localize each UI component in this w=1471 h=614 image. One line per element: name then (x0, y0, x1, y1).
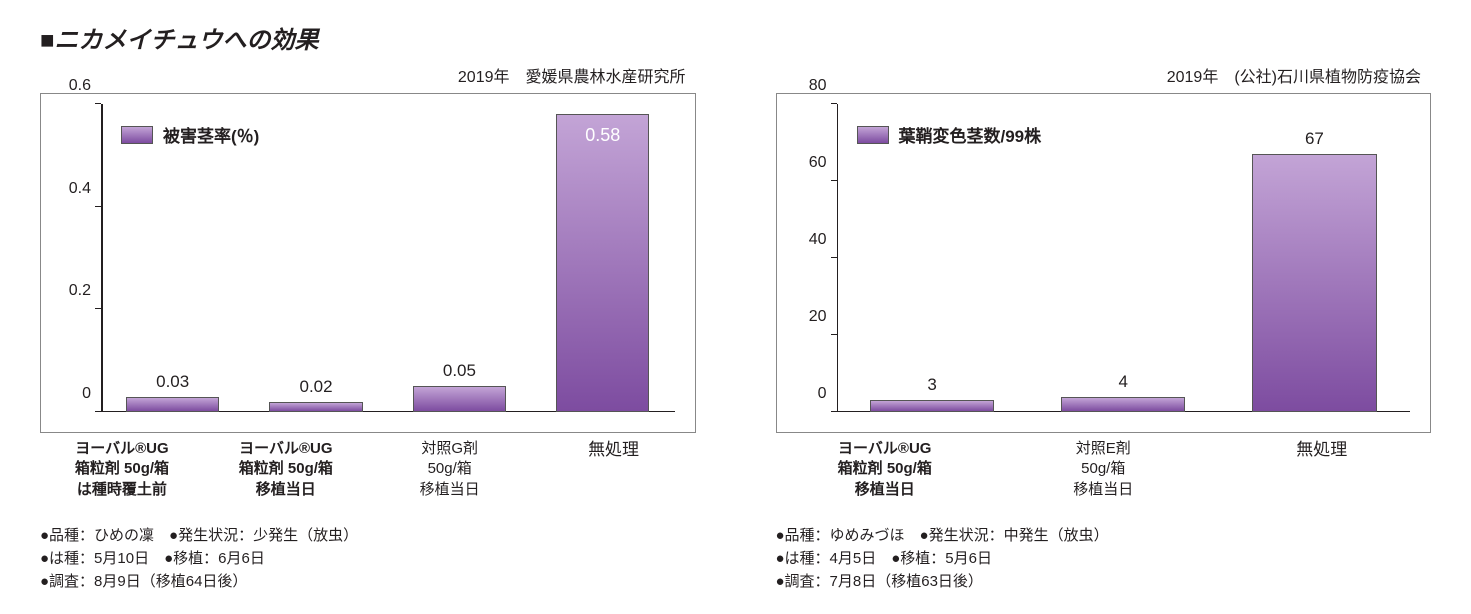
left-legend-label: 被害茎率(％) (163, 122, 259, 147)
y-tick-label: 20 (787, 308, 827, 326)
note-line: ●品種：ひめの凜 ●発生状況：少発生（放虫） (40, 524, 696, 547)
y-tick-label: 0 (787, 385, 827, 403)
left-plot-area: 00.20.40.60.030.020.050.58 (101, 104, 675, 412)
page-title: ■ニカメイチュウへの効果 (40, 20, 1431, 55)
right-notes: ●品種：ゆめみづほ ●発生状況：中発生（放虫）●は種：4月5日 ●移植：5月6日… (776, 524, 1432, 594)
right-plot-area: 0204060803467 (837, 104, 1411, 412)
bar-value-label: 0.58 (557, 125, 648, 146)
y-tick-label: 60 (787, 154, 827, 172)
left-x-labels: ヨーバル®UG 箱粒剤 50g/箱 は種時覆土前ヨーバル®UG 箱粒剤 50g/… (40, 439, 696, 500)
bar-value-label: 0.03 (127, 372, 218, 392)
bar: 0.02 (269, 402, 362, 412)
note-line: ●調査：8月9日（移植64日後） (40, 570, 696, 593)
chart-panels: 2019年 愛媛県農林水産研究所 被害茎率(％) 0 0.2 0.4 0.6 0.03 0… (40, 63, 1431, 594)
right-panel: 2019年 (公社)石川県植物防疫協会 葉鞘変色茎数/99株 0 20 40 60 80… (776, 63, 1432, 594)
y-tick-mark (831, 334, 837, 335)
x-category-label: ヨーバル®UG 箱粒剤 50g/箱 は種時覆土前 (40, 439, 204, 500)
y-tick-mark (95, 206, 101, 207)
left-chart: 被害茎率(％) 00.20.40.60.030.020.050.58 (40, 93, 696, 433)
note-line: ●品種：ゆめみづほ ●発生状況：中発生（放虫） (776, 524, 1432, 547)
note-line: ●は種：4月5日 ●移植：5月6日 (776, 547, 1432, 570)
y-tick-label: 0.6 (51, 77, 91, 95)
right-chart: 葉鞘変色茎数/99株 0204060803467 (776, 93, 1432, 433)
note-line: ●は種：5月10日 ●移植：6月6日 (40, 547, 696, 570)
x-category-label: 対照E剤 50g/箱 移植当日 (994, 439, 1213, 500)
y-tick-label: 80 (787, 77, 827, 95)
x-category-label: 対照G剤 50g/箱 移植当日 (368, 439, 532, 500)
bar-value-label: 4 (1062, 372, 1184, 392)
y-tick-label: 0.4 (51, 180, 91, 198)
bar: 4 (1061, 397, 1185, 412)
right-legend-label: 葉鞘変色茎数/99株 (899, 122, 1042, 147)
right-subtitle: 2019年 (公社)石川県植物防疫協会 (776, 63, 1432, 87)
left-panel: 2019年 愛媛県農林水産研究所 被害茎率(％) 0 0.2 0.4 0.6 0.03 0… (40, 63, 696, 594)
x-category-label: 無処理 (532, 439, 696, 500)
left-legend: 被害茎率(％) (121, 122, 259, 147)
bar: 0.03 (126, 397, 219, 412)
bar-value-label: 67 (1253, 129, 1375, 149)
legend-swatch-icon (121, 126, 153, 144)
bar: 3 (870, 400, 994, 412)
y-axis-line (837, 104, 839, 412)
bar: 67 (1252, 154, 1376, 412)
bar-value-label: 0.02 (270, 377, 361, 397)
note-line: ●調査：7月8日（移植63日後） (776, 570, 1432, 593)
right-legend: 葉鞘変色茎数/99株 (857, 122, 1042, 147)
y-tick-mark (95, 103, 101, 104)
x-category-label: ヨーバル®UG 箱粒剤 50g/箱 移植当日 (776, 439, 995, 500)
y-tick-label: 0.2 (51, 282, 91, 300)
bar-value-label: 3 (871, 375, 993, 395)
y-tick-mark (95, 308, 101, 309)
y-tick-mark (831, 103, 837, 104)
left-notes: ●品種：ひめの凜 ●発生状況：少発生（放虫）●は種：5月10日 ●移植：6月6日… (40, 524, 696, 594)
y-tick-label: 40 (787, 231, 827, 249)
y-tick-mark (831, 180, 837, 181)
y-tick-mark (95, 411, 101, 412)
bar: 0.58 (556, 114, 649, 412)
x-category-label: 無処理 (1213, 439, 1432, 500)
y-axis-line (101, 104, 103, 412)
right-x-labels: ヨーバル®UG 箱粒剤 50g/箱 移植当日対照E剤 50g/箱 移植当日無処理 (776, 439, 1432, 500)
bar: 0.05 (413, 386, 506, 412)
y-tick-mark (831, 411, 837, 412)
y-tick-mark (831, 257, 837, 258)
bar-value-label: 0.05 (414, 361, 505, 381)
left-subtitle: 2019年 愛媛県農林水産研究所 (40, 63, 696, 87)
x-category-label: ヨーバル®UG 箱粒剤 50g/箱 移植当日 (204, 439, 368, 500)
legend-swatch-icon (857, 126, 889, 144)
y-tick-label: 0 (51, 385, 91, 403)
